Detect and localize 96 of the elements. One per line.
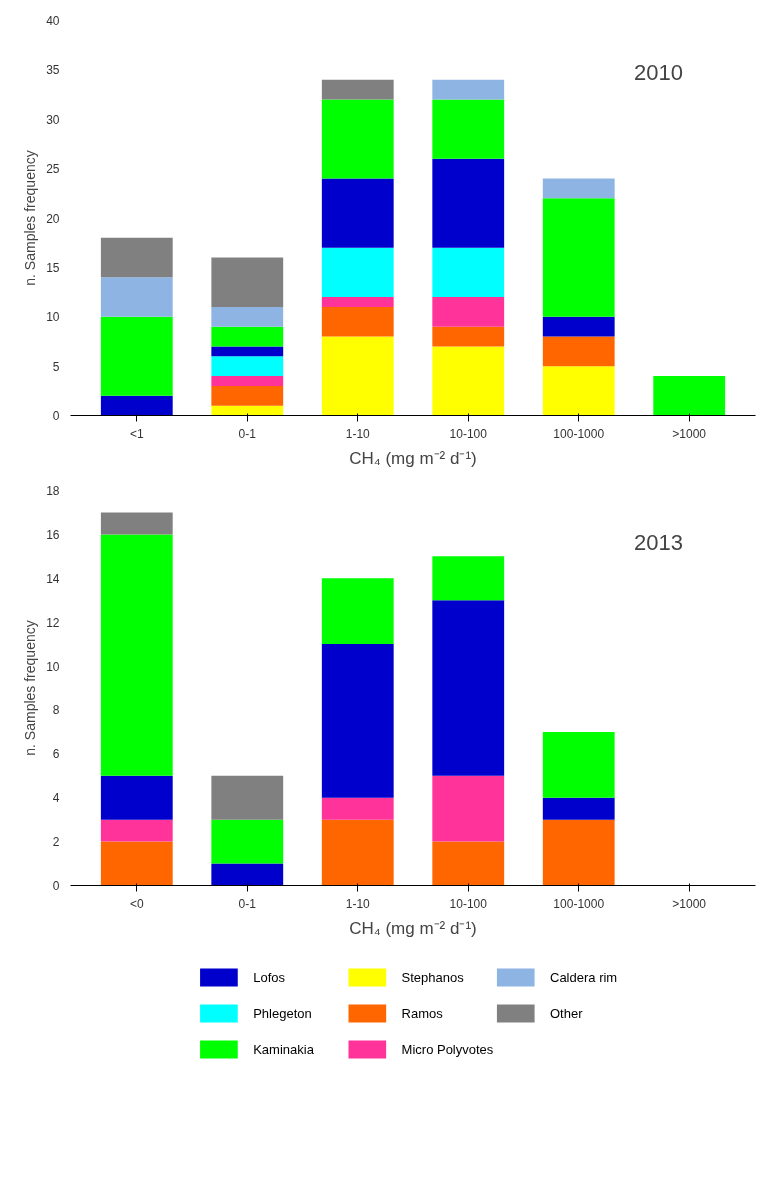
bar bbox=[432, 297, 505, 327]
annotation: 2013 bbox=[633, 529, 683, 555]
y-tick-label: 10 bbox=[46, 659, 60, 674]
bar bbox=[211, 356, 284, 376]
bar bbox=[542, 797, 615, 820]
bar bbox=[100, 395, 173, 416]
bar bbox=[211, 405, 284, 416]
bar bbox=[100, 237, 173, 278]
bar bbox=[432, 99, 505, 159]
bar bbox=[211, 326, 284, 347]
y-tick-label: 14 bbox=[46, 571, 60, 586]
bar bbox=[432, 247, 505, 297]
x-tick-label: 1-10 bbox=[345, 896, 371, 911]
x-tick-label: 1-10 bbox=[345, 426, 371, 441]
bar bbox=[321, 797, 394, 820]
y-tick-label: 16 bbox=[46, 527, 60, 542]
y-tick-label: 8 bbox=[52, 703, 60, 718]
bar bbox=[211, 376, 284, 386]
bar bbox=[321, 178, 394, 248]
bar bbox=[100, 841, 173, 886]
y-tick-label: 0 bbox=[52, 409, 60, 423]
legend-label: Stephanos bbox=[401, 970, 465, 985]
bar bbox=[211, 346, 284, 357]
bar bbox=[321, 297, 394, 307]
bar bbox=[653, 376, 726, 416]
y-tick-label: 15 bbox=[46, 260, 60, 275]
y-tick-label: 35 bbox=[46, 63, 60, 78]
bar bbox=[432, 841, 505, 886]
bar bbox=[321, 644, 394, 798]
y-axis-title: n. Samples frequency bbox=[22, 620, 39, 756]
y-tick-label: 30 bbox=[46, 112, 60, 127]
x-tick-label: 100-1000 bbox=[553, 426, 605, 441]
x-tick-label: 100-1000 bbox=[553, 896, 605, 911]
y-tick-label: 2 bbox=[52, 835, 60, 850]
y-tick-label: 10 bbox=[46, 310, 60, 325]
bar bbox=[321, 99, 394, 179]
bar bbox=[321, 336, 394, 416]
y-tick-label: 0 bbox=[52, 879, 60, 893]
bar bbox=[321, 247, 394, 297]
x-tick-label: >1000 bbox=[672, 896, 707, 911]
x-tick-label: 10-100 bbox=[449, 896, 488, 911]
bar bbox=[432, 600, 505, 776]
bar bbox=[100, 512, 173, 535]
bar bbox=[542, 366, 615, 416]
bar bbox=[211, 257, 284, 307]
bar bbox=[100, 534, 173, 776]
x-tick-label: 0-1 bbox=[238, 896, 257, 911]
x-tick-label: <1 bbox=[129, 426, 144, 441]
bar bbox=[100, 277, 173, 317]
bar bbox=[432, 158, 505, 248]
bar bbox=[542, 336, 615, 367]
bar bbox=[211, 863, 284, 886]
legend-label: Ramos bbox=[401, 1006, 444, 1021]
legend-label: Micro Polyvotes bbox=[401, 1042, 494, 1057]
y-tick-label: 6 bbox=[52, 747, 60, 762]
legend-label: Caldera rim bbox=[550, 970, 618, 985]
y-tick-label: 4 bbox=[52, 791, 60, 806]
legend-label: Lofos bbox=[253, 970, 286, 985]
y-tick-label: 25 bbox=[46, 162, 60, 177]
bar bbox=[542, 731, 615, 798]
bar bbox=[542, 178, 615, 199]
x-axis-title: CH₄ (mg m⁻² d⁻¹) bbox=[349, 918, 477, 938]
bar bbox=[432, 775, 505, 842]
bar bbox=[542, 198, 615, 317]
y-tick-label: 18 bbox=[46, 484, 60, 498]
bar bbox=[211, 775, 284, 820]
bar bbox=[100, 819, 173, 842]
y-tick-label: 40 bbox=[46, 14, 60, 28]
bar bbox=[542, 316, 615, 337]
x-tick-label: <0 bbox=[129, 896, 144, 911]
bar bbox=[432, 346, 505, 416]
bar bbox=[100, 775, 173, 820]
bar bbox=[432, 556, 505, 601]
y-tick-label: 5 bbox=[52, 359, 60, 374]
legend-label: Phlegeton bbox=[253, 1006, 312, 1021]
bar bbox=[100, 316, 173, 396]
bar bbox=[432, 79, 505, 100]
y-axis-title: n. Samples frequency bbox=[22, 150, 39, 286]
bar bbox=[542, 819, 615, 886]
bar bbox=[211, 819, 284, 864]
x-tick-label: 0-1 bbox=[238, 426, 257, 441]
bar bbox=[211, 306, 284, 327]
bar bbox=[211, 385, 284, 406]
bar bbox=[321, 79, 394, 100]
bar bbox=[321, 578, 394, 645]
y-tick-label: 20 bbox=[46, 211, 60, 226]
legend-label: Kaminakia bbox=[253, 1042, 315, 1057]
bar bbox=[321, 819, 394, 886]
x-tick-label: 10-100 bbox=[449, 426, 488, 441]
bar bbox=[432, 326, 505, 347]
x-axis-title: CH₄ (mg m⁻² d⁻¹) bbox=[349, 448, 477, 468]
y-tick-label: 12 bbox=[46, 615, 60, 630]
x-tick-label: >1000 bbox=[672, 426, 707, 441]
legend-label: Other bbox=[550, 1006, 584, 1021]
annotation: 2010 bbox=[633, 59, 683, 85]
bar bbox=[321, 306, 394, 337]
